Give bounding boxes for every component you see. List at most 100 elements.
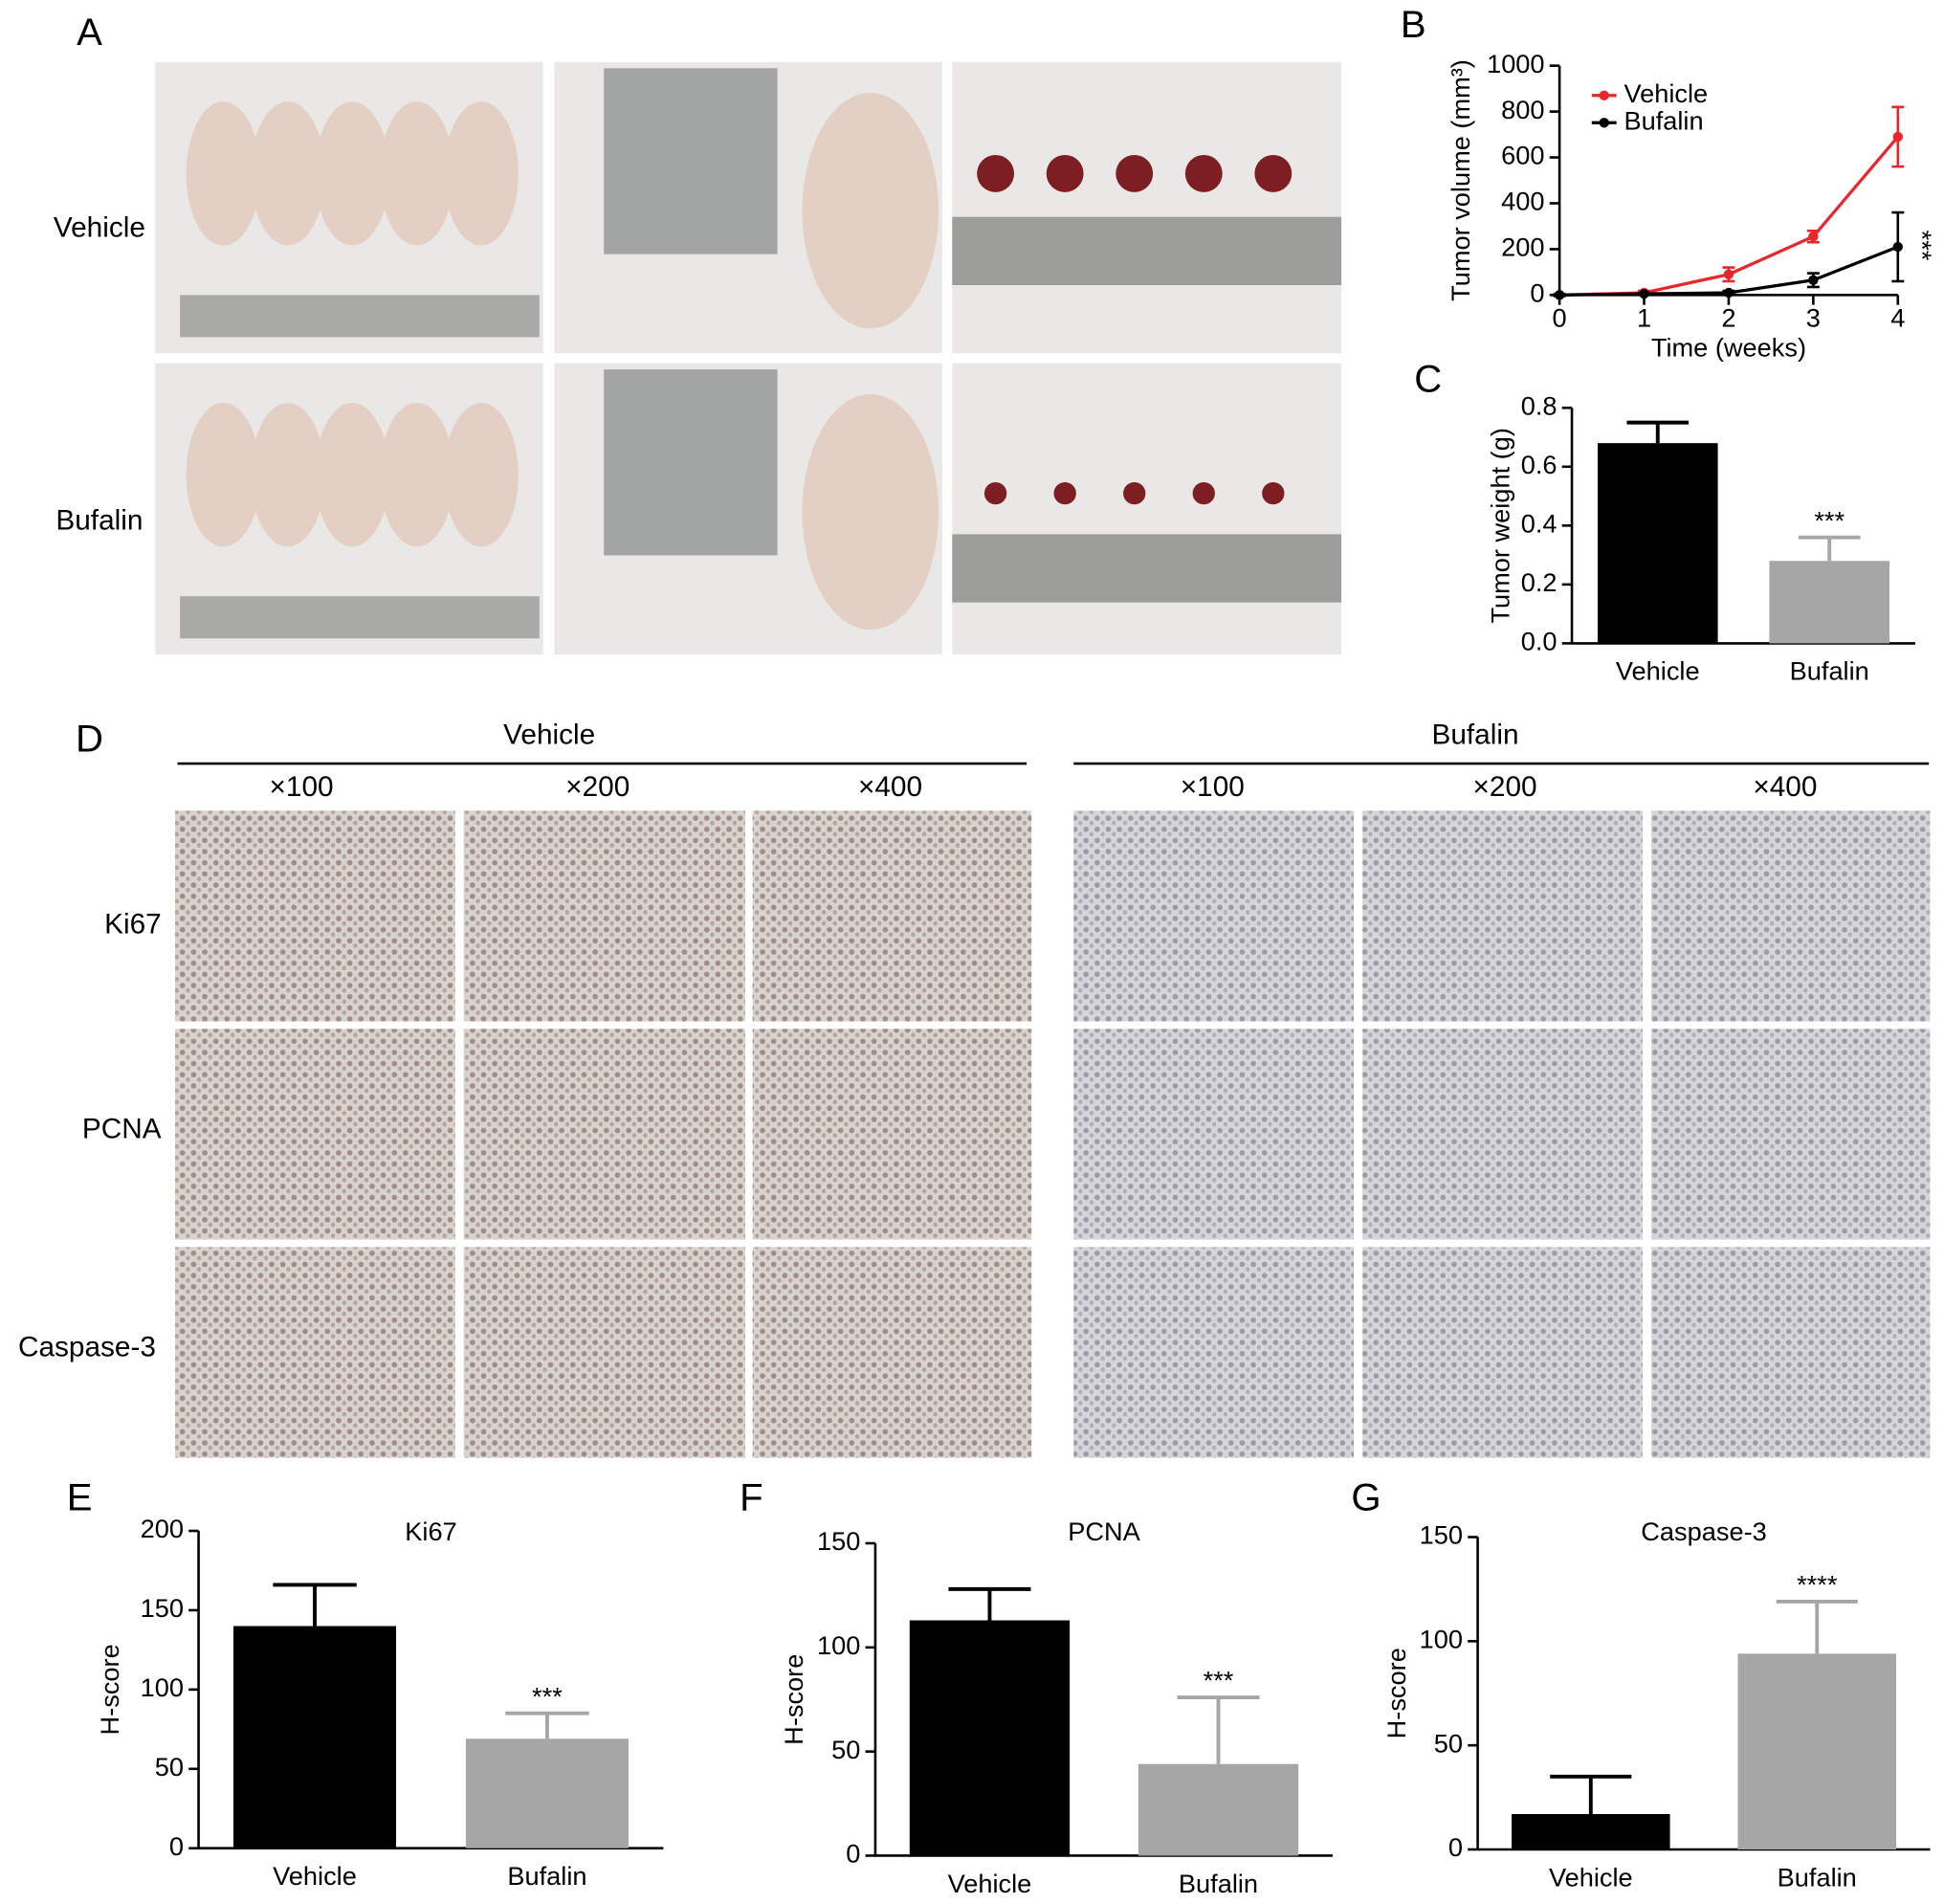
histology-image bbox=[1650, 810, 1931, 1022]
y-tick-label: 0 bbox=[169, 1831, 184, 1861]
y-tick-label: 50 bbox=[155, 1752, 184, 1782]
histology-image bbox=[752, 1247, 1032, 1458]
legend-label: Vehicle bbox=[1624, 78, 1708, 108]
bar bbox=[465, 1738, 629, 1849]
y-tick-label: 100 bbox=[141, 1672, 184, 1702]
histology-image bbox=[463, 810, 745, 1022]
x-tick-label: Bufalin bbox=[507, 1861, 586, 1891]
y-axis-label: H-score bbox=[779, 1654, 808, 1745]
magnification: ×100 bbox=[1181, 771, 1245, 803]
histology-image bbox=[752, 810, 1032, 1022]
group-label: Bufalin bbox=[1431, 719, 1518, 750]
x-tick-label: 3 bbox=[1806, 302, 1821, 332]
point bbox=[1808, 275, 1819, 285]
ruler bbox=[952, 534, 1342, 603]
mouse bbox=[186, 101, 261, 246]
significance: *** bbox=[532, 1681, 563, 1711]
mouse bbox=[379, 403, 454, 547]
ruler bbox=[180, 295, 540, 338]
y-tick-label: 200 bbox=[1501, 232, 1544, 262]
y-tick-label: 600 bbox=[1501, 141, 1544, 170]
mouse bbox=[802, 393, 939, 631]
y-axis-label: H-score bbox=[95, 1644, 124, 1735]
bar bbox=[1737, 1653, 1897, 1849]
x-tick-label: 1 bbox=[1637, 302, 1651, 332]
tumor bbox=[1192, 481, 1215, 505]
tumor bbox=[983, 481, 1007, 505]
y-axis-label: Tumor weight (g) bbox=[1486, 428, 1515, 623]
y-tick-label: 1000 bbox=[1487, 49, 1544, 78]
y-tick-label: 0.6 bbox=[1521, 450, 1557, 479]
caliper bbox=[604, 369, 778, 556]
mouse bbox=[315, 101, 390, 246]
mouse bbox=[315, 403, 390, 547]
caliper bbox=[604, 68, 778, 255]
legend-marker bbox=[1599, 118, 1609, 128]
bar bbox=[1597, 443, 1718, 644]
y-tick-label: 150 bbox=[1420, 1520, 1463, 1550]
y-tick-label: 0 bbox=[846, 1839, 860, 1869]
y-tick-label: 0.0 bbox=[1521, 627, 1557, 656]
magnification: ×100 bbox=[270, 771, 334, 803]
panel-label: F bbox=[740, 1475, 763, 1518]
histology-image bbox=[463, 1029, 745, 1240]
y-tick-label: 0 bbox=[1530, 278, 1544, 308]
point bbox=[1723, 287, 1734, 299]
y-tick-label: 100 bbox=[817, 1630, 860, 1660]
group-label: Vehicle bbox=[503, 719, 595, 750]
chart-title: PCNA bbox=[1068, 1517, 1140, 1546]
y-tick-label: 150 bbox=[141, 1593, 184, 1623]
tumor bbox=[1254, 154, 1292, 192]
y-tick-label: 50 bbox=[831, 1735, 860, 1764]
bar bbox=[1769, 561, 1890, 644]
row-label: Bufalin bbox=[55, 504, 143, 536]
y-tick-label: 0 bbox=[1448, 1832, 1463, 1862]
magnification: ×200 bbox=[1473, 771, 1537, 803]
mouse bbox=[444, 403, 519, 547]
histology-image bbox=[1073, 1247, 1355, 1458]
mouse bbox=[802, 93, 939, 329]
y-tick-label: 400 bbox=[1501, 187, 1544, 216]
x-tick-label: Vehicle bbox=[1549, 1862, 1633, 1892]
histology-image bbox=[174, 1029, 455, 1240]
mouse bbox=[379, 101, 454, 246]
tumor bbox=[1053, 481, 1076, 505]
x-tick-label: Vehicle bbox=[948, 1869, 1032, 1898]
y-tick-label: 100 bbox=[1420, 1625, 1463, 1654]
y-axis-label: Tumor volume (mm³) bbox=[1446, 59, 1475, 301]
y-tick-label: 0.8 bbox=[1521, 390, 1557, 420]
tumor bbox=[977, 154, 1015, 192]
row-label: Caspase-3 bbox=[18, 1331, 156, 1362]
panel-label: E bbox=[67, 1475, 93, 1518]
x-tick-label: Bufalin bbox=[1790, 656, 1869, 686]
significance: *** bbox=[1204, 1666, 1234, 1695]
panel-label: A bbox=[77, 11, 102, 54]
significance: *** bbox=[1814, 505, 1845, 535]
x-tick-label: 4 bbox=[1890, 302, 1905, 332]
legend-label: Bufalin bbox=[1624, 105, 1703, 135]
ruler bbox=[180, 596, 540, 639]
bar bbox=[1512, 1813, 1670, 1849]
panel-label: G bbox=[1351, 1475, 1381, 1518]
bar bbox=[233, 1626, 397, 1849]
tumor bbox=[1046, 154, 1084, 192]
x-tick-label: Bufalin bbox=[1778, 1862, 1857, 1892]
y-tick-label: 800 bbox=[1501, 95, 1544, 124]
mouse bbox=[444, 101, 519, 246]
point bbox=[1554, 290, 1565, 300]
x-tick-label: Bufalin bbox=[1179, 1869, 1258, 1898]
magnification: ×400 bbox=[858, 771, 922, 803]
x-tick-label: 0 bbox=[1553, 302, 1567, 332]
point bbox=[1892, 131, 1903, 143]
y-tick-label: 0.2 bbox=[1521, 567, 1557, 597]
significance: **** bbox=[1797, 1570, 1838, 1600]
tumor bbox=[1262, 481, 1285, 505]
photo bbox=[952, 363, 1342, 655]
mouse bbox=[250, 101, 325, 246]
y-axis-label: H-score bbox=[1381, 1648, 1411, 1738]
panel-label: B bbox=[1401, 3, 1426, 46]
y-tick-label: 200 bbox=[141, 1514, 184, 1543]
row-label: Vehicle bbox=[54, 212, 145, 244]
tumor bbox=[1116, 154, 1154, 192]
